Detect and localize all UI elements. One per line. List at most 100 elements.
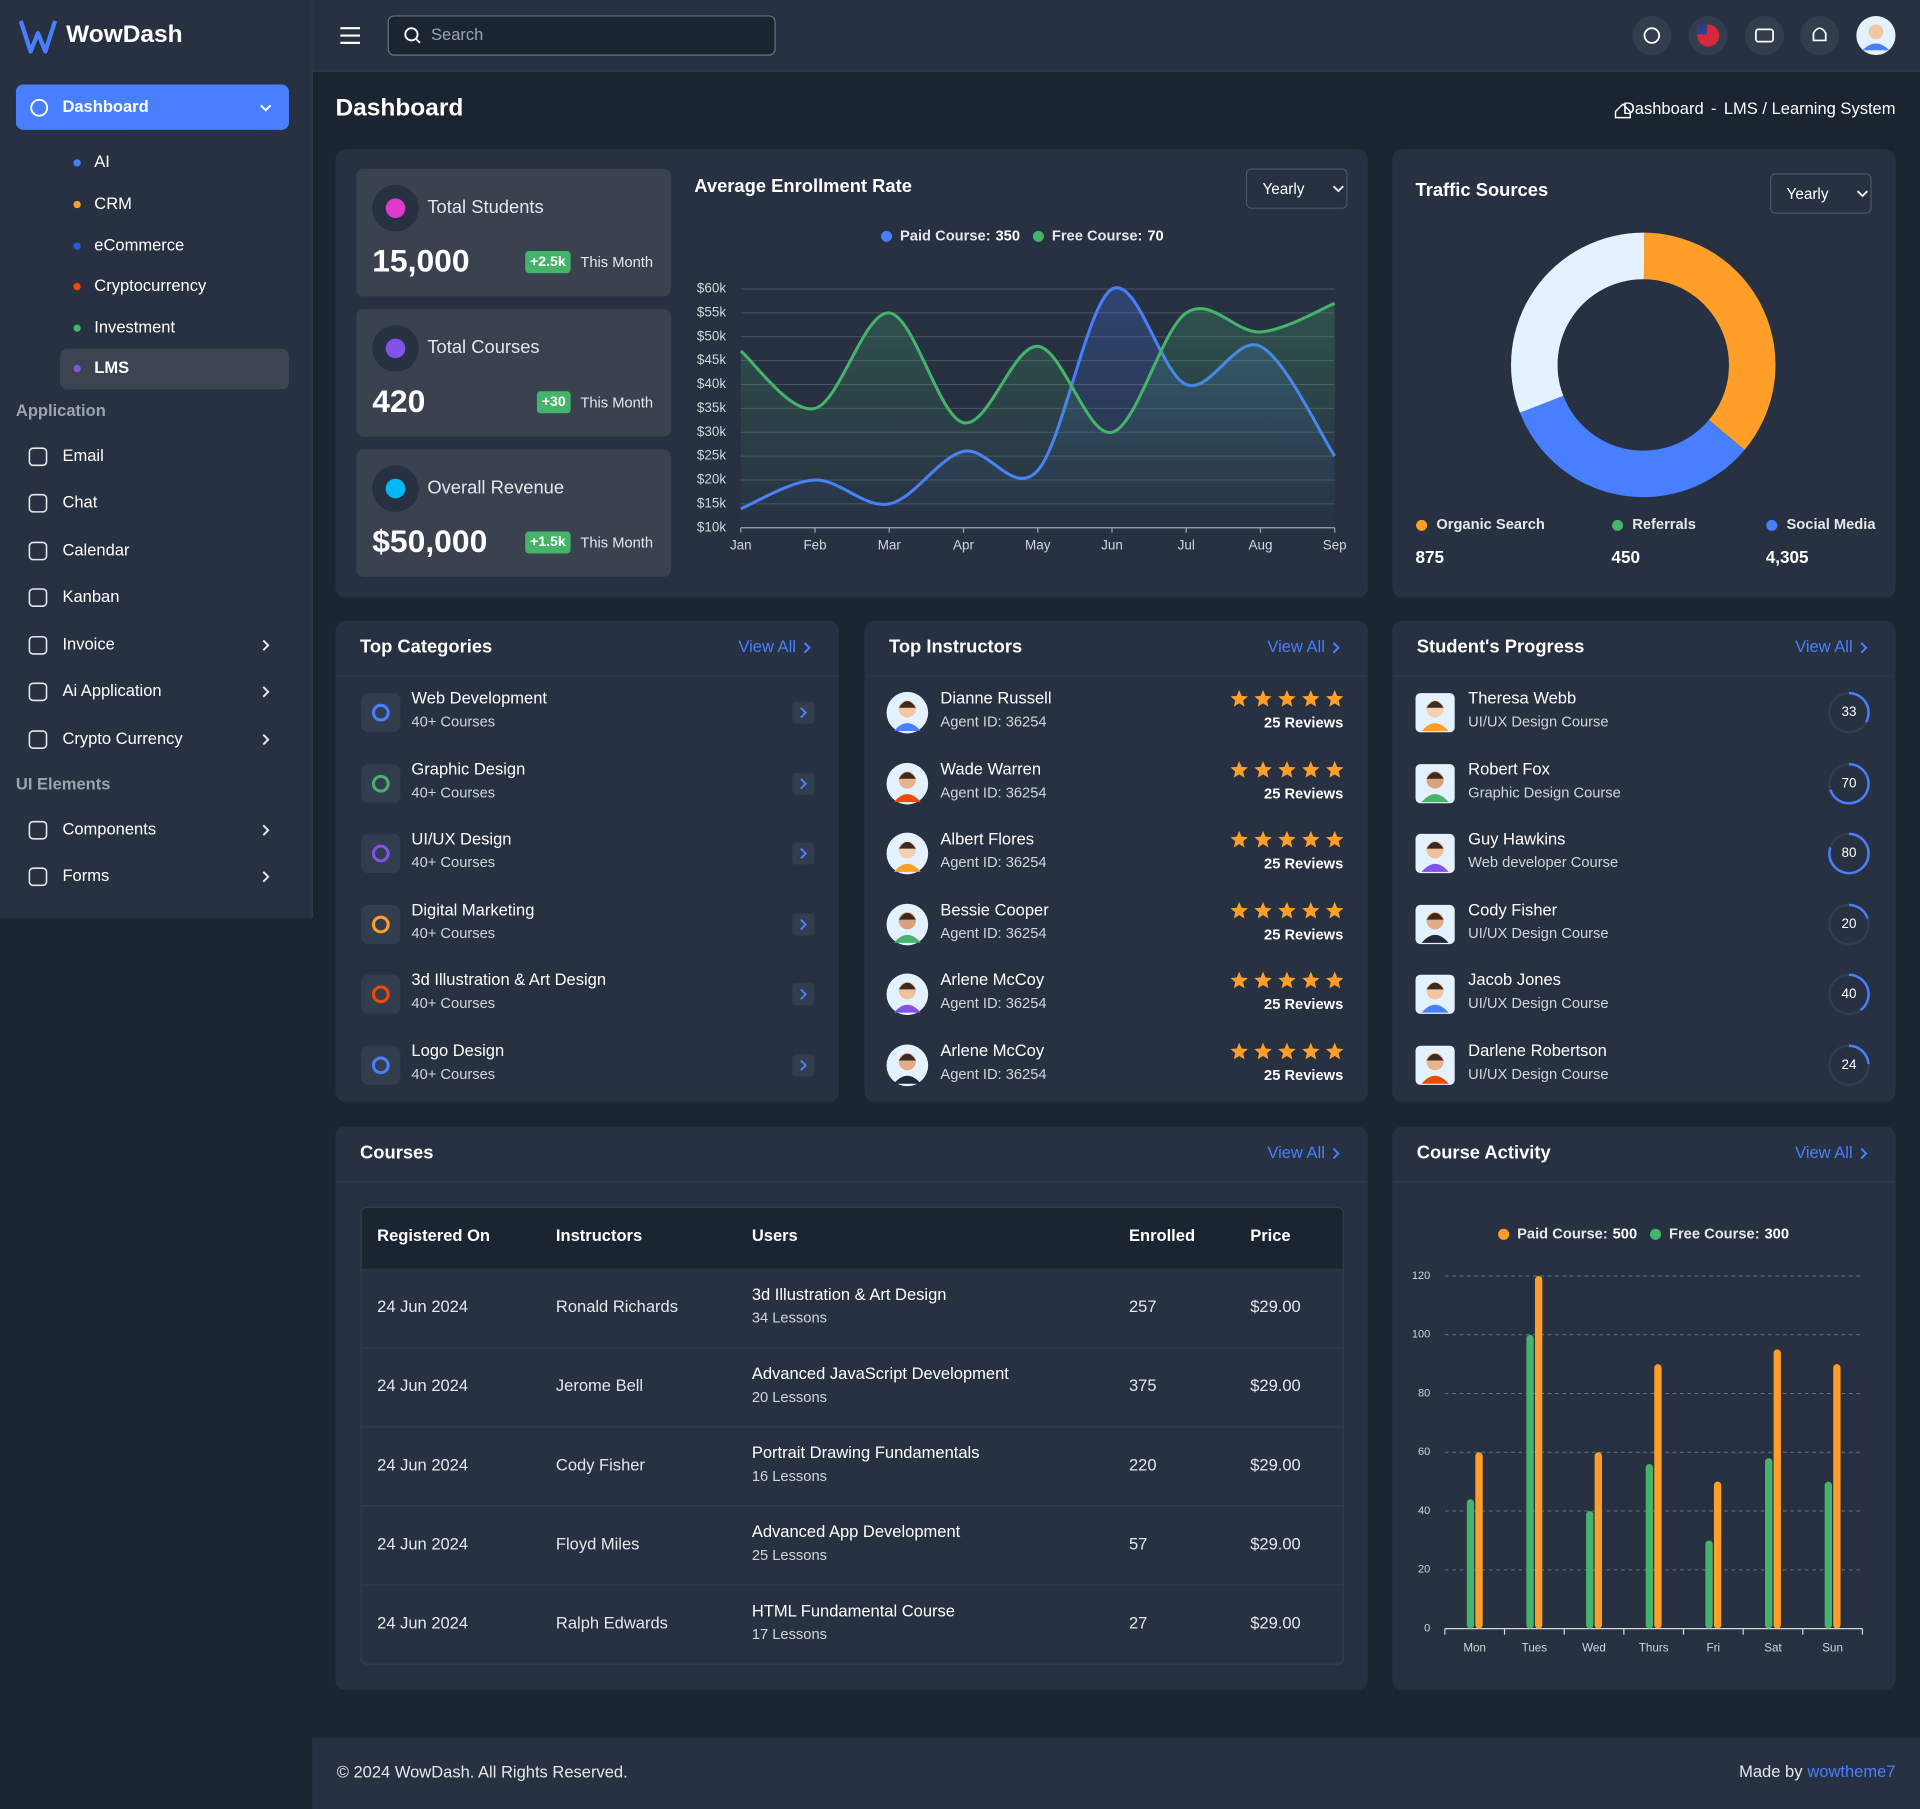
card <box>1392 620 1896 1103</box>
rating-star <box>1302 830 1320 848</box>
view-all-link[interactable]: View All <box>1267 1143 1325 1162</box>
rating-star <box>1325 830 1344 848</box>
legend-total: 300 <box>1764 1226 1789 1242</box>
category-open-button[interactable] <box>792 913 815 936</box>
view-all-link[interactable]: View All <box>1795 637 1853 656</box>
menu-label[interactable]: Invoice <box>62 635 114 654</box>
stat-card <box>356 309 672 437</box>
menu-label[interactable]: Chat <box>62 493 97 512</box>
category-open-button[interactable] <box>792 983 815 1006</box>
legend-label: Free Course: <box>1669 1226 1760 1242</box>
period-select[interactable] <box>1245 168 1348 209</box>
legend-total: 350 <box>995 228 1020 244</box>
legend-value: 450 <box>1611 547 1640 567</box>
menu-label[interactable]: Crypto Currency <box>62 729 183 748</box>
category-icon-box <box>361 833 401 874</box>
table-cell: $29.00 <box>1250 1455 1301 1474</box>
category-courses: 40+ Courses <box>411 855 495 871</box>
student-name: Theresa Webb <box>1468 689 1576 708</box>
submenu-label[interactable]: CRM <box>94 194 132 213</box>
footer-author-link[interactable]: wowtheme7 <box>1806 1762 1895 1781</box>
breadcrumb-home[interactable]: Dashboard <box>1623 100 1704 119</box>
category-open-button[interactable] <box>792 772 815 795</box>
instructor-reviews: 25 Reviews <box>1264 716 1343 732</box>
view-all-link[interactable]: View All <box>738 637 796 656</box>
avatar-body <box>1421 723 1449 732</box>
brand-name: WowDash <box>66 21 182 48</box>
stat-card <box>356 169 672 297</box>
active-menu-item[interactable] <box>60 349 289 390</box>
x-tick-label: Sep <box>1323 538 1347 553</box>
stat-period: This Month <box>580 395 653 411</box>
menu-toggle[interactable] <box>340 27 360 44</box>
instructor-agent-id: Agent ID: 36254 <box>940 714 1046 730</box>
category-icon-box <box>361 974 401 1014</box>
instructor-reviews: 25 Reviews <box>1264 927 1343 943</box>
category-icon <box>371 844 390 863</box>
menu-label[interactable]: Forms <box>62 866 109 885</box>
table-cell: Ronald Richards <box>556 1297 678 1316</box>
legend-dot <box>1766 519 1778 531</box>
table-cell: Jerome Bell <box>556 1376 643 1395</box>
period-select[interactable] <box>1770 173 1872 214</box>
stat-change-badge <box>536 391 571 414</box>
instructor-name: Arlene McCoy <box>940 970 1044 989</box>
chevron-icon <box>800 1059 808 1071</box>
rating-star <box>1302 901 1320 919</box>
x-tick-label: May <box>1025 538 1051 553</box>
rating-star <box>1230 830 1248 848</box>
table-column-header: Price <box>1250 1226 1290 1245</box>
y-tick-label: 120 <box>1412 1270 1430 1282</box>
rating-star <box>1302 1042 1320 1060</box>
chevron-icon <box>1860 1147 1868 1160</box>
rating-star <box>1230 1042 1248 1060</box>
menu-label[interactable]: Dashboard <box>62 97 148 116</box>
avatar-hair <box>898 912 916 920</box>
avatar-body <box>893 1075 921 1084</box>
category-open-button[interactable] <box>792 842 815 865</box>
submenu-label[interactable]: Investment <box>94 318 175 337</box>
search-placeholder[interactable]: Search <box>431 25 483 44</box>
menu-label[interactable]: Ai Application <box>62 681 161 700</box>
mail-button[interactable] <box>1744 15 1785 56</box>
menu-label[interactable]: Kanban <box>62 587 119 606</box>
view-all-link[interactable]: View All <box>1267 637 1325 656</box>
category-open-button[interactable] <box>792 1054 815 1077</box>
category-name: UI/UX Design <box>411 829 511 848</box>
avatar-body <box>1421 1075 1449 1084</box>
theme-toggle[interactable] <box>1632 15 1672 56</box>
submenu-label[interactable]: AI <box>94 152 110 171</box>
menu-label[interactable]: Email <box>62 446 103 465</box>
submenu-label[interactable]: eCommerce <box>94 236 184 255</box>
chevron-icon <box>1332 642 1340 654</box>
stat-icon-glyph <box>385 478 406 499</box>
x-tick-label: Jan <box>730 538 752 553</box>
legend-item: Paid Course: 500 <box>1517 1226 1637 1242</box>
table-cell: 375 <box>1129 1376 1157 1395</box>
student-course: Graphic Design Course <box>1468 785 1621 801</box>
instructor-name: Dianne Russell <box>940 689 1051 708</box>
view-all-link[interactable]: View All <box>1795 1143 1853 1162</box>
submenu-label[interactable]: Cryptocurrency <box>94 276 207 295</box>
dashboard-menu-button[interactable] <box>15 84 289 130</box>
avatar-hair <box>1426 841 1444 849</box>
menu-label[interactable]: Components <box>62 820 156 839</box>
sidebar <box>0 0 313 919</box>
notification-button[interactable] <box>1800 15 1840 56</box>
student-name: Robert Fox <box>1468 760 1550 779</box>
rating-star <box>1254 901 1272 919</box>
submenu-label[interactable]: LMS <box>94 358 129 377</box>
legend-item: Paid Course: 350 <box>900 228 1020 244</box>
avatar-hair <box>1426 1053 1444 1061</box>
table-cell: 24 Jun 2024 <box>377 1614 468 1633</box>
avatar-body <box>893 723 921 732</box>
menu-dot <box>73 200 81 209</box>
progress-value: 24 <box>1841 1057 1856 1072</box>
x-tick-label: Apr <box>953 538 974 553</box>
category-open-button[interactable] <box>792 701 815 724</box>
menu-label[interactable]: Calendar <box>62 540 130 559</box>
menu-dot <box>73 364 81 373</box>
table-header <box>361 1207 1344 1269</box>
stat-change: +30 <box>542 393 566 409</box>
search-box[interactable] <box>387 15 776 56</box>
